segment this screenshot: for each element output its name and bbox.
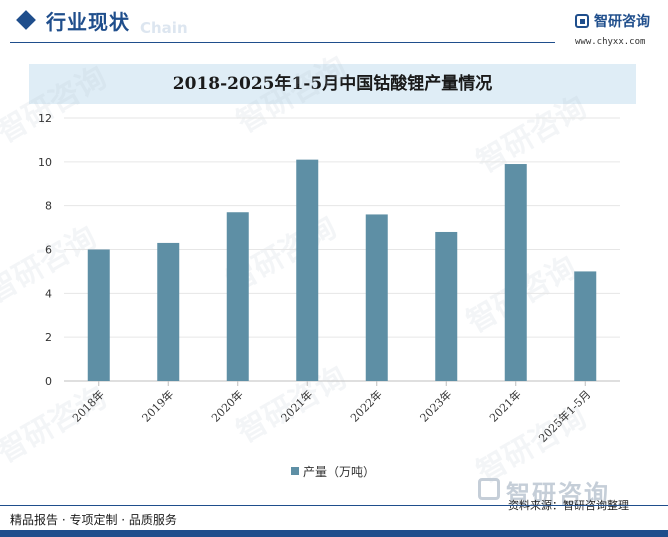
bar bbox=[574, 271, 597, 381]
source-logo: 智研咨询 bbox=[478, 476, 628, 508]
footer-divider bbox=[0, 505, 668, 506]
chart-title-band: 2018-2025年1-5月中国钴酸锂产量情况 bbox=[29, 64, 636, 104]
source-logo-icon bbox=[478, 478, 500, 500]
source-logo-text: 智研咨询 bbox=[506, 480, 610, 508]
y-tick-label: 4 bbox=[45, 287, 52, 300]
y-tick-label: 8 bbox=[45, 200, 52, 213]
x-tick-label: 2021年 bbox=[278, 387, 315, 424]
y-tick-label: 0 bbox=[45, 375, 52, 388]
y-tick-label: 6 bbox=[45, 244, 52, 257]
legend-label: 产量（万吨） bbox=[303, 465, 376, 479]
bar bbox=[157, 242, 180, 381]
header-divider bbox=[10, 42, 555, 43]
brand-name: 智研咨询 bbox=[594, 14, 650, 30]
brand-logo: 智研咨询 www.chyxx.com bbox=[575, 10, 665, 48]
bar bbox=[365, 214, 388, 381]
bar bbox=[87, 249, 110, 381]
y-tick-label: 10 bbox=[38, 156, 52, 169]
x-tick-label: 2023年 bbox=[417, 387, 454, 424]
brand-logo-icon bbox=[575, 14, 589, 28]
x-tick-label: 2025年1-5月 bbox=[536, 387, 594, 445]
header: 行业现状 Chain bbox=[0, 0, 668, 48]
x-tick-label: 2021年 bbox=[486, 387, 523, 424]
bar bbox=[504, 164, 527, 381]
page-title: 行业现状 bbox=[46, 10, 130, 34]
x-tick-label: 2020年 bbox=[208, 387, 245, 424]
footer-band bbox=[0, 530, 668, 537]
chart-title: 2018-2025年1-5月中国钴酸锂产量情况 bbox=[172, 74, 493, 94]
bar bbox=[226, 212, 249, 381]
x-tick-label: 2018年 bbox=[69, 387, 106, 424]
x-tick-label: 2022年 bbox=[347, 387, 384, 424]
bar bbox=[296, 159, 319, 381]
brand-url: www.chyxx.com bbox=[575, 37, 646, 47]
y-tick-label: 2 bbox=[45, 331, 52, 344]
footer-slogan: 精品报告 · 专项定制 · 品质服务 bbox=[10, 513, 177, 527]
legend-swatch bbox=[291, 467, 299, 475]
x-tick-label: 2019年 bbox=[139, 387, 176, 424]
header-watermark: Chain bbox=[140, 19, 188, 37]
bar bbox=[435, 231, 458, 381]
y-tick-label: 12 bbox=[38, 112, 52, 125]
